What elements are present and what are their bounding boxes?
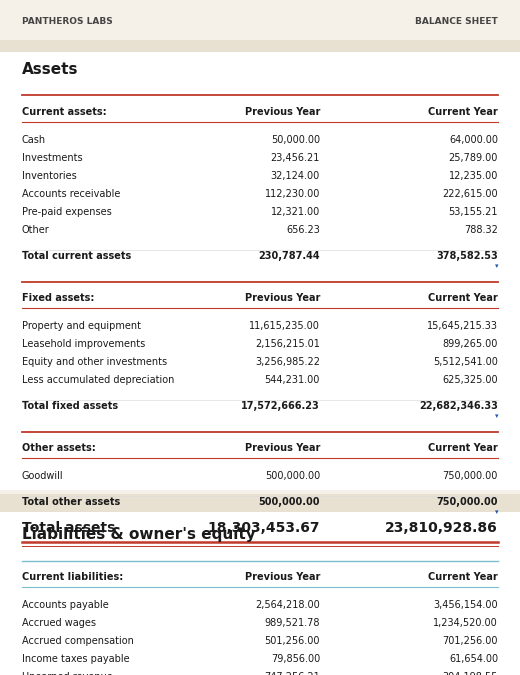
Text: Fixed assets:: Fixed assets:: [22, 293, 94, 303]
Text: PANTHEROS LABS: PANTHEROS LABS: [22, 18, 113, 26]
Text: Goodwill: Goodwill: [22, 471, 63, 481]
Text: 750,000.00: 750,000.00: [443, 471, 498, 481]
Text: Property and equipment: Property and equipment: [22, 321, 141, 331]
Text: 500,000.00: 500,000.00: [258, 497, 320, 507]
Bar: [0, 40, 520, 52]
Text: 501,256.00: 501,256.00: [265, 636, 320, 646]
Text: 11,615,235.00: 11,615,235.00: [249, 321, 320, 331]
Text: 2,564,218.00: 2,564,218.00: [255, 600, 320, 610]
Bar: [0, 0, 520, 490]
Text: 53,155.21: 53,155.21: [448, 207, 498, 217]
Text: Less accumulated depreciation: Less accumulated depreciation: [22, 375, 174, 385]
Text: 788.32: 788.32: [464, 225, 498, 235]
Text: Equity and other investments: Equity and other investments: [22, 357, 167, 367]
Text: 378,582.53: 378,582.53: [436, 251, 498, 261]
Text: Other assets:: Other assets:: [22, 443, 96, 453]
Text: Accounts payable: Accounts payable: [22, 600, 109, 610]
Text: 656.23: 656.23: [286, 225, 320, 235]
Text: 544,231.00: 544,231.00: [265, 375, 320, 385]
Text: Pre-paid expenses: Pre-paid expenses: [22, 207, 112, 217]
Text: ▾: ▾: [495, 413, 498, 419]
Text: 625,325.00: 625,325.00: [443, 375, 498, 385]
Text: 12,321.00: 12,321.00: [271, 207, 320, 217]
Text: Accrued wages: Accrued wages: [22, 618, 96, 628]
Text: 222,615.00: 222,615.00: [443, 189, 498, 199]
Text: 79,856.00: 79,856.00: [271, 654, 320, 664]
Text: ▾: ▾: [495, 263, 498, 269]
Text: Previous Year: Previous Year: [244, 443, 320, 453]
Text: Unearned revenue: Unearned revenue: [22, 672, 113, 675]
Text: 989,521.78: 989,521.78: [265, 618, 320, 628]
Text: 500,000.00: 500,000.00: [265, 471, 320, 481]
Text: 23,456.21: 23,456.21: [270, 153, 320, 163]
Bar: [0, 0, 520, 45]
Text: Total current assets: Total current assets: [22, 251, 131, 261]
Text: Income taxes payable: Income taxes payable: [22, 654, 129, 664]
Text: Leasehold improvements: Leasehold improvements: [22, 339, 145, 349]
Text: 17,572,666.23: 17,572,666.23: [241, 401, 320, 411]
Text: 15,645,215.33: 15,645,215.33: [427, 321, 498, 331]
Text: 12,235.00: 12,235.00: [449, 171, 498, 181]
Text: 230,787.44: 230,787.44: [258, 251, 320, 261]
Text: Accrued compensation: Accrued compensation: [22, 636, 134, 646]
Text: 25,789.00: 25,789.00: [449, 153, 498, 163]
Text: Current liabilities:: Current liabilities:: [22, 572, 123, 582]
Text: 64,000.00: 64,000.00: [449, 135, 498, 145]
Text: Total assets: Total assets: [22, 521, 115, 535]
Text: Cash: Cash: [22, 135, 46, 145]
Text: 18,303,453.67: 18,303,453.67: [207, 521, 320, 535]
Text: 32,124.00: 32,124.00: [271, 171, 320, 181]
Text: Other: Other: [22, 225, 50, 235]
Text: 112,230.00: 112,230.00: [265, 189, 320, 199]
Text: Accounts receivable: Accounts receivable: [22, 189, 120, 199]
Text: 5,512,541.00: 5,512,541.00: [433, 357, 498, 367]
Text: Investments: Investments: [22, 153, 83, 163]
Text: 701,256.00: 701,256.00: [443, 636, 498, 646]
Text: Total fixed assets: Total fixed assets: [22, 401, 118, 411]
Text: Current Year: Current Year: [428, 293, 498, 303]
Text: 61,654.00: 61,654.00: [449, 654, 498, 664]
Text: 23,810,928.86: 23,810,928.86: [385, 521, 498, 535]
Text: Inventories: Inventories: [22, 171, 77, 181]
Text: 750,000.00: 750,000.00: [436, 497, 498, 507]
Text: Total other assets: Total other assets: [22, 497, 120, 507]
Text: 3,456,154.00: 3,456,154.00: [433, 600, 498, 610]
Text: Liabilities & owner's equity: Liabilities & owner's equity: [22, 527, 256, 543]
Bar: [0, 494, 520, 512]
Text: Assets: Assets: [22, 63, 79, 78]
Text: 1,234,520.00: 1,234,520.00: [433, 618, 498, 628]
Text: 50,000.00: 50,000.00: [271, 135, 320, 145]
Text: Previous Year: Previous Year: [244, 572, 320, 582]
Text: Previous Year: Previous Year: [244, 107, 320, 117]
Text: Current Year: Current Year: [428, 443, 498, 453]
Text: 747,256.21: 747,256.21: [264, 672, 320, 675]
Text: ▾: ▾: [495, 509, 498, 515]
Text: 3,256,985.22: 3,256,985.22: [255, 357, 320, 367]
Text: BALANCE SHEET: BALANCE SHEET: [415, 18, 498, 26]
Text: 899,265.00: 899,265.00: [443, 339, 498, 349]
Bar: [0, 512, 520, 675]
Text: Current Year: Current Year: [428, 572, 498, 582]
Text: 22,682,346.33: 22,682,346.33: [419, 401, 498, 411]
Text: Previous Year: Previous Year: [244, 293, 320, 303]
Text: Current Year: Current Year: [428, 107, 498, 117]
Text: 304,198.55: 304,198.55: [443, 672, 498, 675]
Text: Current assets:: Current assets:: [22, 107, 107, 117]
Text: 2,156,215.01: 2,156,215.01: [255, 339, 320, 349]
